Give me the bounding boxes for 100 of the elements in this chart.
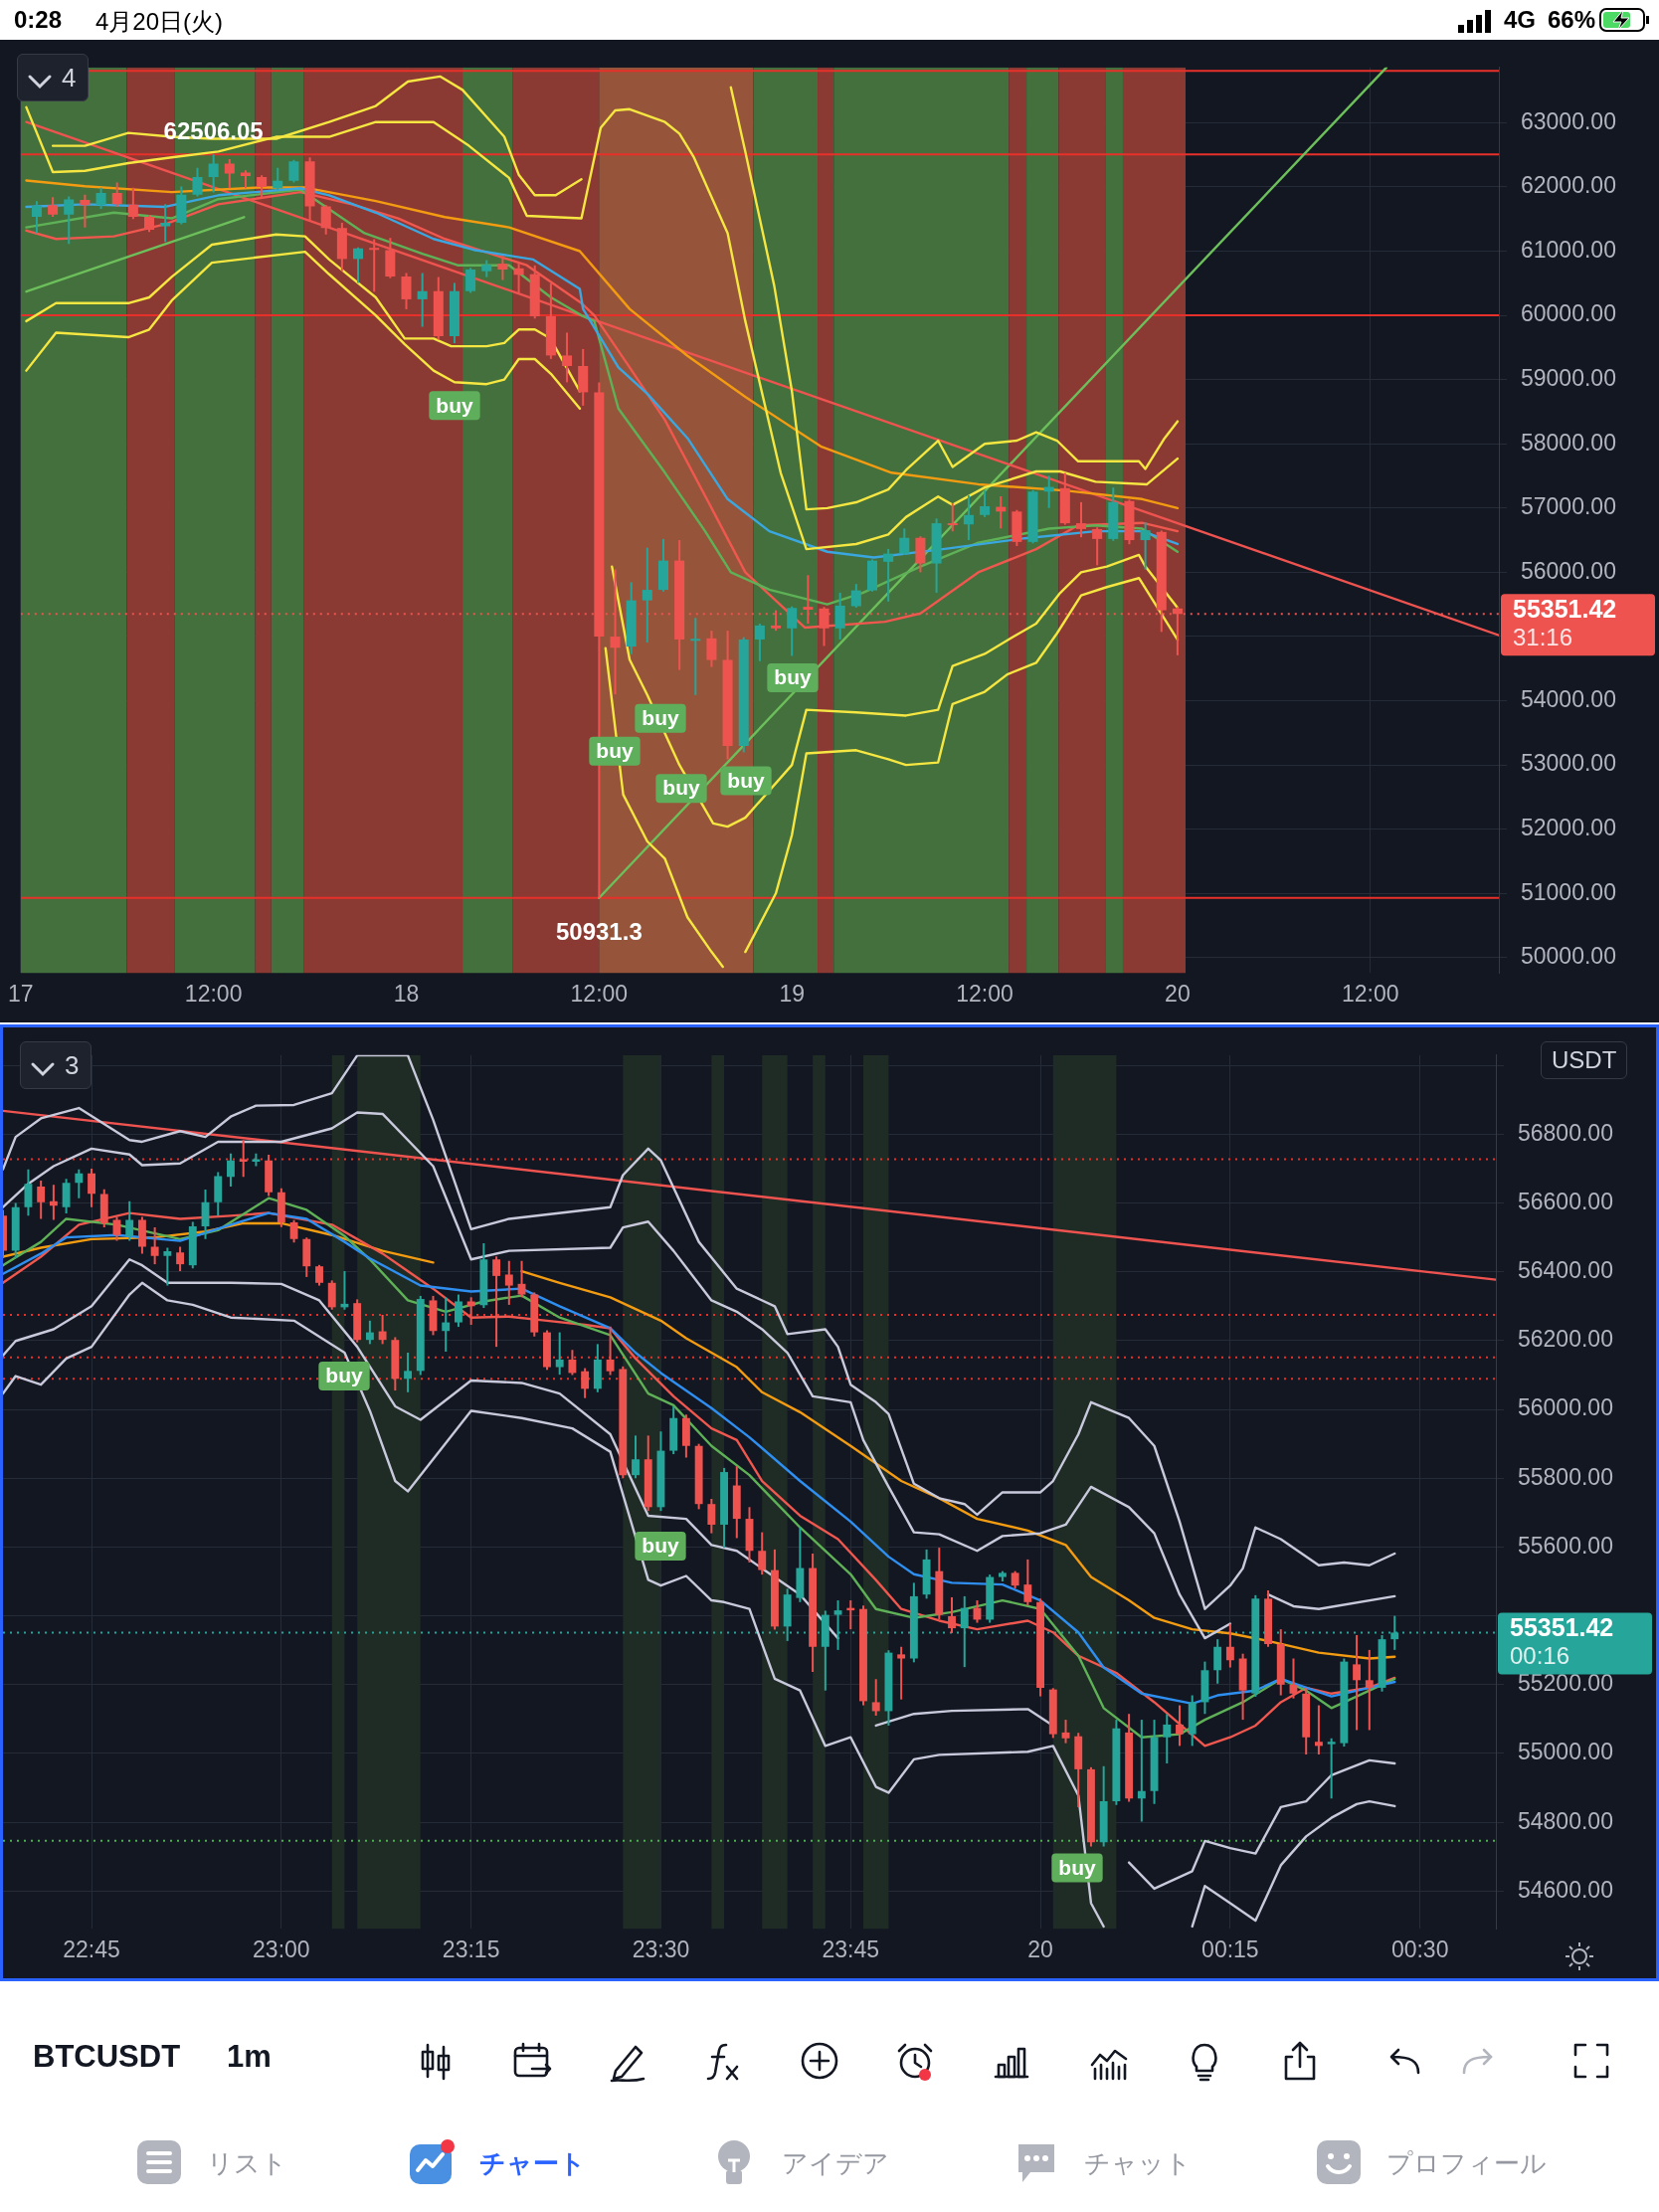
x-tick-label: 23:45 [822, 1936, 880, 1962]
y-tick-label: 57000.00 [1521, 493, 1616, 520]
text: 00:16 [1510, 1642, 1570, 1670]
x-tick-label: 12:00 [1341, 980, 1399, 1007]
y-tick-label: 50000.00 [1521, 943, 1616, 970]
candlestick [1140, 521, 1151, 571]
y-tick-label: 53000.00 [1521, 750, 1616, 777]
y-tick-label: 54800.00 [1518, 1807, 1613, 1834]
candlestick [568, 1349, 577, 1377]
text: 0:28 [14, 6, 63, 34]
y-tick-label: 55600.00 [1518, 1532, 1613, 1559]
candlestick [111, 181, 122, 208]
candlestick [288, 158, 299, 184]
x-tick-label: 19 [779, 980, 805, 1007]
candlestick [401, 272, 412, 310]
candlestick [224, 157, 235, 190]
candlestick [1075, 500, 1086, 539]
candlestick [562, 331, 573, 384]
candlestick [1213, 1638, 1222, 1685]
candlestick [948, 1595, 956, 1634]
candlestick [125, 1199, 134, 1242]
candlestick [160, 203, 171, 244]
candlestick [706, 630, 717, 668]
text: 1m [227, 2039, 272, 2075]
annotation: buy [727, 768, 765, 792]
text: チャット [1084, 2147, 1192, 2180]
candlestick [37, 1180, 46, 1220]
text: 4G [1504, 6, 1537, 34]
annotation: buy [1058, 1855, 1096, 1879]
candlestick [850, 583, 861, 609]
candlestick [883, 547, 894, 603]
y-tick-label: 56800.00 [1518, 1119, 1613, 1146]
candlestick [707, 1498, 716, 1535]
ref-line-label: 55351.42 [1510, 1613, 1614, 1642]
candlestick [112, 1215, 121, 1242]
x-tick-label: 18 [393, 980, 420, 1007]
candlestick [960, 1594, 969, 1669]
candlestick [1092, 526, 1103, 567]
candlestick [273, 166, 283, 192]
annotation: 3 [65, 1049, 80, 1081]
annotation: buy [642, 1534, 679, 1558]
candlestick [48, 196, 59, 219]
candlestick [632, 1434, 640, 1480]
y-tick-label: 58000.00 [1521, 429, 1616, 456]
y-tick-label: 61000.00 [1521, 236, 1616, 263]
y-tick-label: 54000.00 [1521, 685, 1616, 712]
candlestick [465, 267, 476, 294]
x-tick-label: 12:00 [570, 980, 629, 1007]
x-tick-label: 23:15 [442, 1936, 500, 1962]
x-tick-label: 00:15 [1201, 1936, 1259, 1962]
x-tick-label: 23:30 [632, 1936, 690, 1962]
y-tick-label: 56600.00 [1518, 1188, 1613, 1214]
candlestick [240, 169, 251, 190]
ref-line-label: 62506.05 [163, 116, 264, 144]
y-tick-label: 60000.00 [1521, 300, 1616, 327]
annotation: buy [774, 665, 812, 689]
candlestick [353, 246, 364, 284]
candlestick [24, 1168, 33, 1217]
y-tick-label: 59000.00 [1521, 365, 1616, 392]
candlestick [871, 1678, 880, 1717]
candlestick [1353, 1634, 1362, 1732]
text: 66% [1548, 6, 1596, 34]
ref-line-label: 55351.42 [1513, 595, 1617, 624]
text: 31:16 [1513, 623, 1573, 650]
candlestick [513, 261, 524, 294]
candlestick [1163, 1713, 1172, 1765]
candlestick [1137, 1719, 1146, 1823]
candlestick [64, 195, 75, 246]
candlestick [492, 1255, 501, 1349]
candlestick [150, 1226, 159, 1266]
annotation: buy [596, 739, 634, 763]
candlestick [208, 153, 219, 194]
x-tick-label: 12:00 [184, 980, 243, 1007]
candlestick [315, 1263, 323, 1287]
y-tick-label: 52000.00 [1521, 815, 1616, 841]
annotation: 4 [62, 62, 77, 93]
candlestick [1365, 1648, 1374, 1732]
candlestick [80, 193, 91, 229]
text: リスト [207, 2147, 287, 2180]
text: プロフィール [1386, 2147, 1547, 2180]
x-tick-label: 23:00 [253, 1936, 310, 1962]
text: アイデア [782, 2147, 889, 2180]
candlestick [163, 1246, 172, 1287]
candlestick [417, 272, 428, 328]
text: 4月20日(火) [95, 7, 224, 37]
candlestick [897, 1645, 906, 1701]
candlestick [176, 1245, 185, 1273]
candlestick [980, 489, 991, 518]
candlestick [834, 591, 845, 641]
text: USDT [1541, 1041, 1628, 1079]
candlestick [127, 186, 138, 221]
y-tick-label: 55000.00 [1518, 1739, 1613, 1765]
y-tick-label: 56400.00 [1518, 1257, 1613, 1284]
candlestick [369, 238, 380, 293]
x-tick-label: 12:00 [956, 980, 1014, 1007]
candlestick [1327, 1737, 1336, 1800]
candlestick [404, 1352, 412, 1393]
candlestick [1314, 1704, 1323, 1756]
candlestick [442, 1296, 451, 1353]
candlestick [1225, 1622, 1234, 1669]
